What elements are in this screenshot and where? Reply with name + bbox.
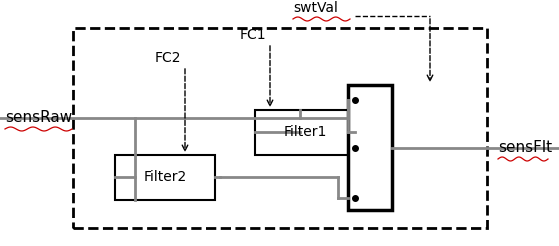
Text: swtVal: swtVal [293,1,338,15]
Text: Filter1: Filter1 [283,125,326,139]
Bar [348,85,392,210]
Bar [255,110,355,155]
Bar [115,155,215,200]
Text: FC2: FC2 [155,51,182,65]
Text: sensRaw: sensRaw [5,110,72,125]
Text: Filter2: Filter2 [143,170,187,184]
Text: sensFlt: sensFlt [498,140,552,155]
Text: FC1: FC1 [240,28,267,42]
Bar [73,28,487,228]
